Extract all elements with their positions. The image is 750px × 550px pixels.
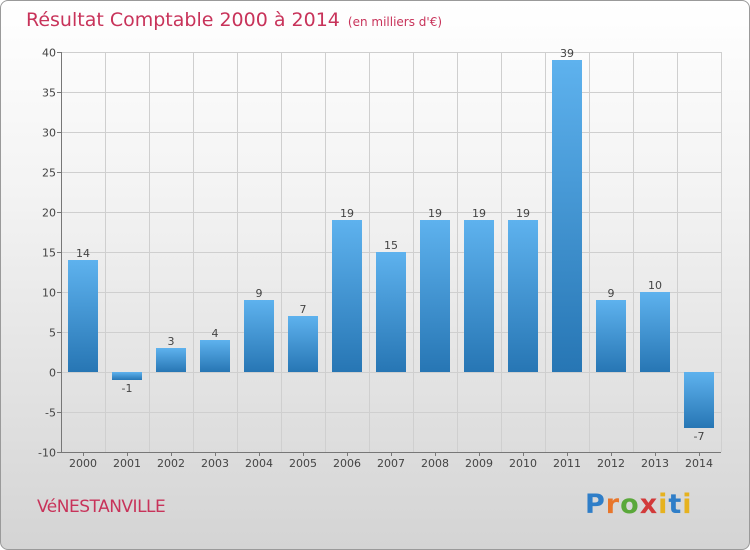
logo-letter-x: x (639, 489, 659, 520)
y-tick-label: 35 (42, 87, 56, 100)
x-tick-label-2000: 2000 (69, 457, 97, 470)
y-tick-label: 20 (42, 207, 56, 220)
bar-2005 (288, 316, 318, 372)
y-tick-label: 15 (42, 247, 56, 260)
y-tick-label: 25 (42, 167, 56, 180)
x-tick-label-2014: 2014 (685, 457, 713, 470)
data-label-2003: 4 (212, 327, 219, 340)
x-tick-label-2008: 2008 (421, 457, 449, 470)
data-label-2010: 19 (516, 207, 530, 220)
bar-2006 (332, 220, 362, 372)
bar-2008 (420, 220, 450, 372)
y-tick-label: 0 (49, 367, 56, 380)
chart-subtitle: (en milliers d'€) (347, 15, 443, 29)
data-label-2014: -7 (694, 430, 705, 443)
logo-letter-i2: i (682, 489, 693, 520)
data-label-2006: 19 (340, 207, 354, 220)
x-tick-label-2002: 2002 (157, 457, 185, 470)
bar-2007 (376, 252, 406, 372)
bar-2010 (508, 220, 538, 372)
chart-title-text: Résultat Comptable 2000 à 2014 (26, 9, 340, 31)
data-label-2007: 15 (384, 239, 398, 252)
chart-title: Résultat Comptable 2000 à 2014 (en millie… (26, 9, 442, 31)
y-tick-label: 30 (42, 127, 56, 140)
y-tick-label: -5 (45, 407, 56, 420)
bar-2009 (464, 220, 494, 372)
y-tick-label: 10 (42, 287, 56, 300)
data-label-2012: 9 (608, 287, 615, 300)
x-tick-label-2005: 2005 (289, 457, 317, 470)
x-tick-label-2001: 2001 (113, 457, 141, 470)
x-tick-label-2003: 2003 (201, 457, 229, 470)
data-label-2009: 19 (472, 207, 486, 220)
bar-2013 (640, 292, 670, 372)
x-tick-label-2013: 2013 (641, 457, 669, 470)
y-tick-label: 40 (42, 47, 56, 60)
bar-2012 (596, 300, 626, 372)
y-tick-label: -10 (38, 447, 56, 460)
data-label-2002: 3 (168, 335, 175, 348)
x-tick-label-2010: 2010 (509, 457, 537, 470)
logo-letter-i: i (658, 489, 669, 520)
logo-letter-o: o (620, 489, 640, 520)
data-label-2011: 39 (560, 47, 574, 60)
bar-2001 (112, 372, 142, 380)
bar-2003 (200, 340, 230, 372)
x-tick-label-2004: 2004 (245, 457, 273, 470)
commune-name: VéNESTANVILLE (37, 497, 166, 517)
x-tick-label-2007: 2007 (377, 457, 405, 470)
y-tick-label: 5 (49, 327, 56, 340)
bar-2004 (244, 300, 274, 372)
data-label-2001: -1 (122, 382, 133, 395)
data-label-2008: 19 (428, 207, 442, 220)
x-tick-label-2006: 2006 (333, 457, 361, 470)
data-label-2004: 9 (256, 287, 263, 300)
logo-letter-p: P (585, 489, 606, 520)
proxiti-logo[interactable]: Proxiti (585, 489, 693, 520)
bar-2014 (684, 372, 714, 428)
bar-layer (68, 60, 714, 428)
x-tick-label-2009: 2009 (465, 457, 493, 470)
bar-2000 (68, 260, 98, 372)
bar-2002 (156, 348, 186, 372)
x-tick-label-2012: 2012 (597, 457, 625, 470)
x-tick-label-2011: 2011 (553, 457, 581, 470)
logo-letter-r: r (605, 489, 621, 520)
data-label-2000: 14 (76, 247, 90, 260)
label-layer: -10 -5 0 5 10 15 20 25 30 35 40 14 2000 -1 2001 3 2002 4 2… (38, 47, 713, 471)
data-label-2005: 7 (300, 303, 307, 316)
logo-letter-t: t (668, 489, 683, 520)
data-label-2013: 10 (648, 279, 662, 292)
bar-2011 (552, 60, 582, 372)
